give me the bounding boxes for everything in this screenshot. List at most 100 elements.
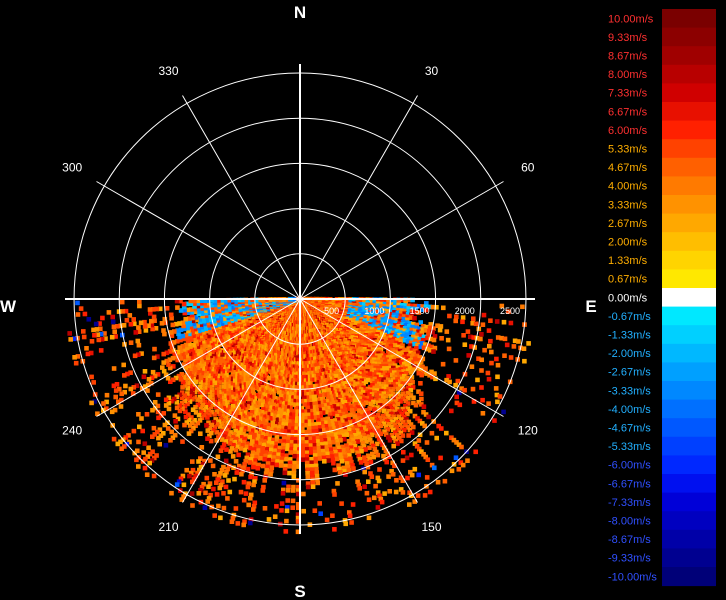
velocity-cell <box>316 404 322 409</box>
velocity-cell <box>406 360 412 366</box>
velocity-cell <box>257 441 263 447</box>
velocity-cell <box>456 390 462 396</box>
velocity-cell <box>408 422 414 427</box>
velocity-cell <box>355 420 361 426</box>
velocity-cell <box>288 398 294 404</box>
velocity-cell <box>166 406 172 412</box>
velocity-cell <box>252 396 257 401</box>
velocity-cell <box>205 415 210 420</box>
velocity-cell <box>361 444 367 449</box>
velocity-cell <box>163 372 169 378</box>
velocity-cell <box>347 513 353 519</box>
velocity-cell <box>278 365 284 371</box>
velocity-cell <box>222 410 227 416</box>
velocity-cell <box>244 455 250 461</box>
velocity-cell <box>267 433 272 439</box>
velocity-cell <box>415 350 421 356</box>
velocity-cell <box>273 441 278 447</box>
velocity-cell <box>444 329 450 334</box>
velocity-cell <box>337 394 342 400</box>
velocity-cell <box>248 420 254 426</box>
velocity-cell <box>392 404 398 409</box>
velocity-cell <box>248 390 254 396</box>
velocity-cell <box>319 445 325 450</box>
velocity-cell <box>345 424 351 430</box>
velocity-cell <box>456 442 462 447</box>
velocity-cell <box>435 323 440 328</box>
velocity-cell <box>369 432 375 438</box>
velocity-cell <box>291 398 297 404</box>
velocity-cell <box>196 347 202 352</box>
velocity-cell <box>277 400 283 406</box>
velocity-cell <box>413 402 419 408</box>
velocity-cell <box>377 467 382 472</box>
velocity-cell <box>351 429 357 435</box>
velocity-cell <box>399 302 405 308</box>
velocity-cell <box>282 408 287 413</box>
velocity-cell <box>271 413 277 418</box>
velocity-cell <box>386 340 392 345</box>
velocity-cell <box>374 392 379 398</box>
velocity-cell <box>315 439 320 444</box>
velocity-cell <box>399 360 404 365</box>
velocity-cell <box>290 409 296 414</box>
velocity-cell <box>344 432 349 437</box>
velocity-cell <box>218 482 224 488</box>
velocity-cell <box>150 434 155 439</box>
velocity-cell <box>381 377 386 382</box>
velocity-cell <box>239 389 245 394</box>
velocity-cell <box>352 387 357 392</box>
velocity-cell <box>251 406 256 412</box>
velocity-cell <box>475 377 480 383</box>
velocity-cell <box>226 388 231 393</box>
velocity-cell <box>139 416 144 421</box>
velocity-cell <box>453 382 458 388</box>
velocity-cell <box>219 421 225 426</box>
velocity-cell <box>410 303 415 309</box>
velocity-cell <box>206 333 211 339</box>
velocity-cell <box>226 392 232 398</box>
velocity-cell <box>250 417 255 423</box>
velocity-cell <box>384 406 390 411</box>
velocity-cell <box>262 439 267 444</box>
velocity-cell <box>291 484 296 490</box>
velocity-cell <box>230 403 236 409</box>
velocity-cell <box>415 416 420 421</box>
velocity-cell <box>406 346 411 351</box>
velocity-cell <box>358 426 363 432</box>
velocity-cell <box>409 452 414 458</box>
velocity-cell <box>198 356 203 362</box>
velocity-cell <box>402 347 407 353</box>
velocity-cell <box>321 455 327 461</box>
velocity-cell <box>359 429 365 435</box>
velocity-cell <box>191 343 196 348</box>
velocity-cell <box>470 386 476 392</box>
velocity-cell <box>266 390 271 396</box>
velocity-cell <box>285 432 291 438</box>
velocity-cell <box>147 451 153 457</box>
velocity-cell <box>345 446 350 452</box>
velocity-cell <box>411 352 416 357</box>
velocity-cell <box>369 387 375 393</box>
velocity-cell <box>205 378 211 383</box>
velocity-cell <box>301 388 307 394</box>
velocity-cell <box>316 425 322 430</box>
velocity-cell <box>219 437 225 442</box>
velocity-cell <box>273 406 278 412</box>
velocity-cell <box>397 422 403 428</box>
velocity-cell <box>310 432 316 438</box>
velocity-cell <box>390 319 395 325</box>
velocity-cell <box>257 416 263 422</box>
velocity-cell <box>304 450 309 455</box>
velocity-cell <box>460 315 466 320</box>
velocity-cell <box>381 445 387 451</box>
velocity-cell <box>447 313 452 319</box>
velocity-cell <box>428 336 433 342</box>
velocity-cell <box>119 397 124 403</box>
velocity-cell <box>394 353 400 359</box>
velocity-cell <box>330 457 335 463</box>
velocity-cell <box>495 374 500 380</box>
velocity-cell <box>241 522 246 528</box>
velocity-cell <box>389 324 394 330</box>
velocity-cell <box>426 414 431 420</box>
